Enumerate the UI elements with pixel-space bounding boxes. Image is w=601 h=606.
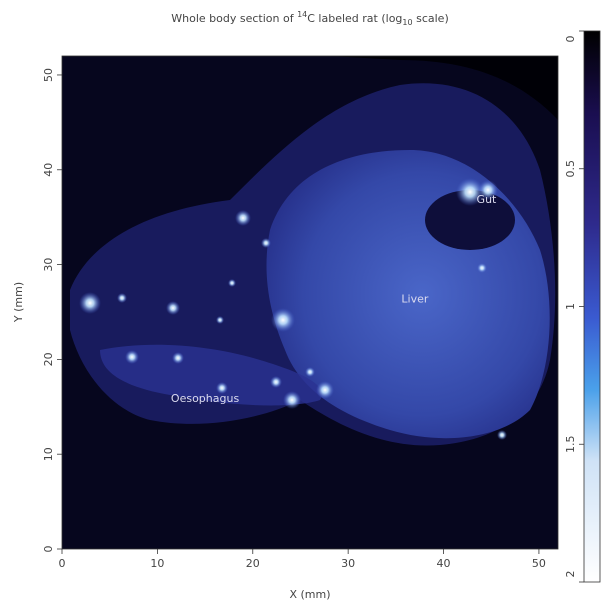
colorbar [583, 30, 601, 583]
gut-region [425, 190, 515, 250]
colorbar-tick-label: 2 [564, 571, 577, 578]
hotspot [172, 352, 184, 364]
hotspot [283, 391, 301, 409]
y-tick-label: 40 [42, 163, 55, 177]
plot-frame [61, 55, 559, 550]
annotation-label: Liver [401, 293, 428, 306]
x-tick-label: 20 [246, 557, 260, 570]
hotspot [117, 293, 127, 303]
hotspot [456, 178, 484, 206]
hotspot [477, 263, 487, 273]
x-tick-label: 40 [437, 557, 451, 570]
y-axis-label: Y (mm) [12, 282, 25, 323]
hotspot [235, 210, 251, 226]
y-tick-label: 50 [42, 68, 55, 82]
hotspot [228, 279, 236, 287]
annotation-label: Gut [477, 193, 497, 206]
x-tick-label: 0 [59, 557, 66, 570]
colorbar-tick-label: 0.5 [564, 160, 577, 178]
y-tick-label: 30 [42, 258, 55, 272]
colorbar-tick-label: 1 [564, 303, 577, 310]
y-tick-label: 20 [42, 352, 55, 366]
hotspot [261, 238, 271, 248]
x-tick-label: 50 [532, 557, 546, 570]
y-tick-label: 10 [42, 447, 55, 461]
hotspots [79, 178, 507, 440]
x-axis-label: X (mm) [289, 588, 330, 601]
hotspot [271, 308, 295, 332]
x-tick-label: 30 [341, 557, 355, 570]
hotspot [216, 316, 224, 324]
annotations: Gut Liver Oesophagus [171, 193, 497, 405]
hotspot [316, 381, 334, 399]
y-tick-label: 0 [42, 546, 55, 553]
hotspot [305, 367, 315, 377]
x-tick-label: 10 [150, 557, 164, 570]
hotspot [478, 180, 498, 200]
heatmap-image [62, 56, 558, 549]
hotspot [79, 292, 101, 314]
hotspot [166, 301, 180, 315]
chart-title: Whole body section of 14C labeled rat (l… [171, 10, 449, 27]
hotspot [216, 382, 228, 394]
colorbar-tick-label: 0 [564, 36, 577, 43]
dark-corner-region [330, 56, 558, 120]
colorbar-ticks: 0 0.5 1 1.5 2 [564, 30, 584, 583]
colorbar-tick-label: 1.5 [564, 436, 577, 454]
y-axis-ticks: 0 10 20 30 40 50 [42, 68, 62, 553]
hotspot [125, 350, 139, 364]
oesophagus-region [100, 344, 322, 406]
hotspot [497, 430, 507, 440]
annotation-label: Oesophagus [171, 392, 240, 405]
hotspot [270, 376, 282, 388]
x-axis-ticks: 0 10 20 30 40 50 [59, 549, 546, 570]
